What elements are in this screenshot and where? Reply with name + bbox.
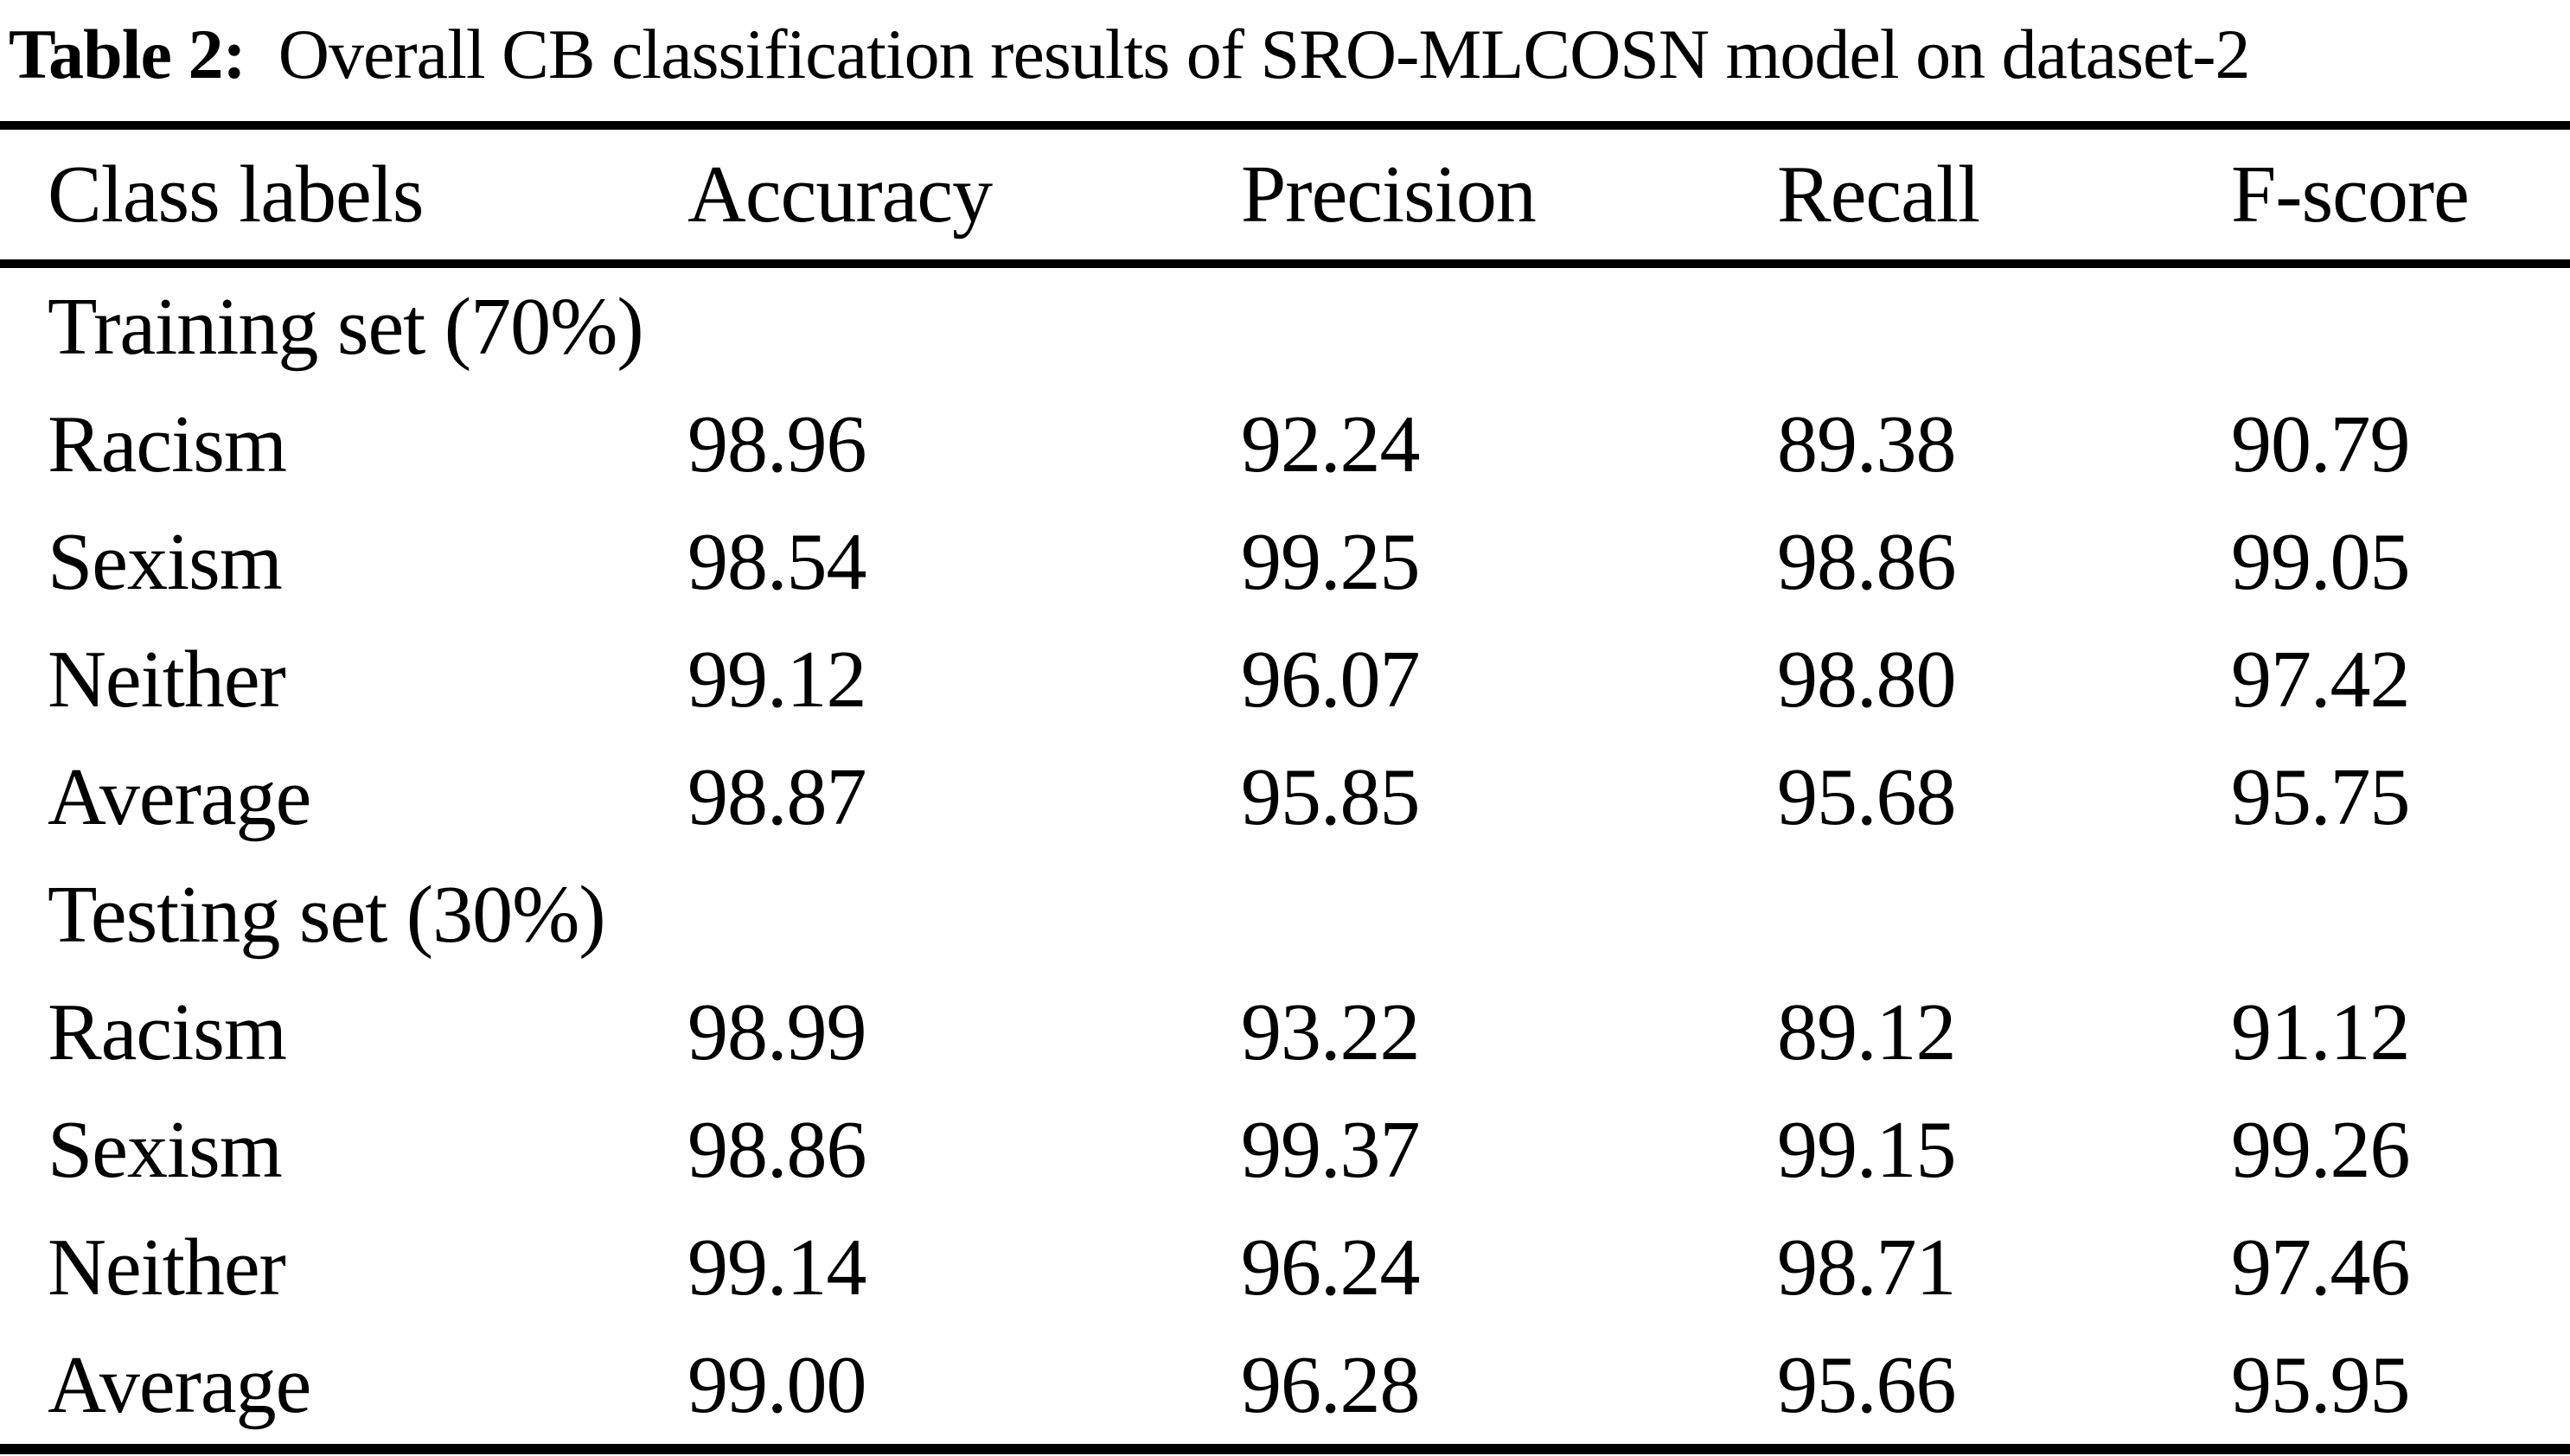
metric-accuracy: 99.14 — [687, 1223, 867, 1313]
section-title-testing: Testing set (30%) — [48, 870, 606, 961]
section-header-row-training: Training set (70%) — [0, 264, 2570, 386]
metric-precision: 99.25 — [1241, 517, 1421, 608]
table-row-testing-racism: Racism 98.99 93.22 89.12 91.12 — [0, 974, 2570, 1091]
metric-accuracy: 99.00 — [687, 1340, 867, 1431]
table-row-testing-average: Average 99.00 96.28 95.66 95.95 — [0, 1326, 2570, 1449]
results-table: Class labels Accuracy Precision Recall F… — [0, 121, 2570, 1455]
metric-recall: 99.15 — [1777, 1105, 1957, 1196]
col-header-fscore: F-score — [2231, 150, 2470, 240]
metric-recall: 89.38 — [1777, 399, 1957, 490]
table-caption: Table 2: Overall CB classification result… — [0, 0, 2570, 95]
col-header-precision: Precision — [1241, 150, 1537, 240]
metric-fscore: 95.95 — [2231, 1340, 2411, 1431]
col-header-accuracy: Accuracy — [687, 150, 993, 240]
metric-precision: 99.37 — [1241, 1105, 1421, 1196]
metric-accuracy: 98.54 — [687, 517, 867, 608]
header-row: Class labels Accuracy Precision Recall F… — [0, 125, 2570, 265]
table-row-training-neither: Neither 99.12 96.07 98.80 97.42 — [0, 621, 2570, 738]
row-label: Neither — [48, 1223, 286, 1313]
metric-recall: 89.12 — [1777, 987, 1957, 1078]
metric-accuracy: 99.12 — [687, 635, 867, 725]
metric-recall: 98.86 — [1777, 517, 1957, 608]
metric-precision: 96.07 — [1241, 635, 1421, 725]
metric-accuracy: 98.99 — [687, 987, 867, 1078]
row-label: Racism — [48, 987, 287, 1078]
table-row-training-average: Average 98.87 95.85 95.68 95.75 — [0, 738, 2570, 856]
table-row-testing-neither: Neither 99.14 96.24 98.71 97.46 — [0, 1209, 2570, 1326]
table-caption-label: Table 2: — [9, 15, 246, 93]
row-label: Average — [48, 752, 311, 843]
row-label: Average — [48, 1340, 311, 1431]
metric-fscore: 97.42 — [2231, 635, 2411, 725]
col-header-class-labels: Class labels — [48, 150, 424, 240]
metric-accuracy: 98.87 — [687, 752, 867, 843]
row-label: Neither — [48, 635, 286, 725]
metric-recall: 95.68 — [1777, 752, 1957, 843]
metric-recall: 98.80 — [1777, 635, 1957, 725]
metric-accuracy: 98.96 — [687, 399, 867, 490]
metric-recall: 98.71 — [1777, 1223, 1957, 1313]
row-label: Sexism — [48, 1105, 283, 1196]
section-header-row-testing: Testing set (30%) — [0, 856, 2570, 974]
metric-fscore: 97.46 — [2231, 1223, 2411, 1313]
table-row-training-sexism: Sexism 98.54 99.25 98.86 99.05 — [0, 503, 2570, 621]
section-title-training: Training set (70%) — [48, 282, 644, 373]
metric-precision: 95.85 — [1241, 752, 1421, 843]
metric-fscore: 90.79 — [2231, 399, 2411, 490]
metric-accuracy: 98.86 — [687, 1105, 867, 1196]
metric-precision: 96.28 — [1241, 1340, 1421, 1431]
table-row-testing-sexism: Sexism 98.86 99.37 99.15 99.26 — [0, 1091, 2570, 1209]
metric-precision: 92.24 — [1241, 399, 1421, 490]
row-label: Sexism — [48, 517, 283, 608]
metric-recall: 95.66 — [1777, 1340, 1957, 1431]
table-caption-text: Overall CB classification results of SRO… — [278, 15, 2251, 93]
metric-precision: 96.24 — [1241, 1223, 1421, 1313]
col-header-recall: Recall — [1777, 150, 1980, 240]
row-label: Racism — [48, 399, 287, 490]
metric-fscore: 91.12 — [2231, 987, 2411, 1078]
metric-fscore: 99.05 — [2231, 517, 2411, 608]
table-row-training-racism: Racism 98.96 92.24 89.38 90.79 — [0, 386, 2570, 503]
metric-precision: 93.22 — [1241, 987, 1421, 1078]
metric-fscore: 99.26 — [2231, 1105, 2411, 1196]
metric-fscore: 95.75 — [2231, 752, 2411, 843]
